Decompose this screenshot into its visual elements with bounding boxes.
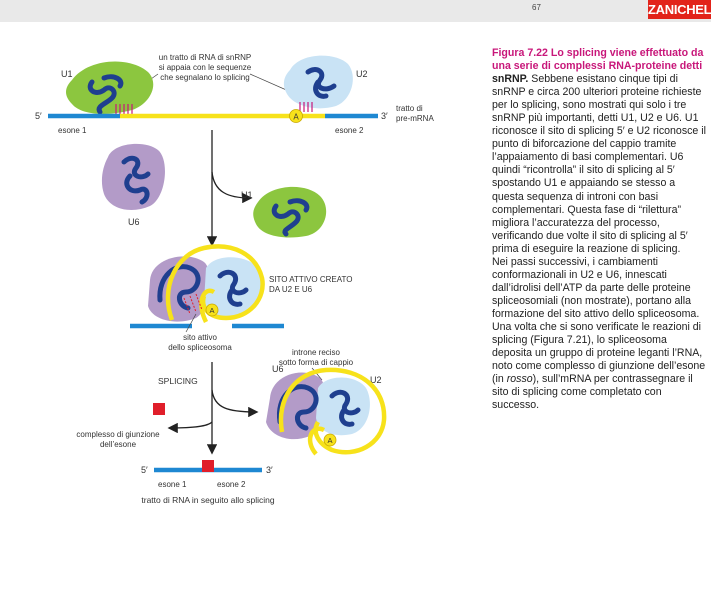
lariat-u6-label: U6 [272,364,284,374]
spliceosome-site-label-line-2: dello spliceosoma [168,343,232,352]
caption-paragraph-3a: Una volta che si sono verificate le reaz… [492,320,706,386]
arrow-ejc [167,421,213,434]
top-bar [0,0,711,22]
u1-base-pairs [115,104,133,114]
page-number: 67 [532,3,541,12]
branch-point-a-label: A [293,113,299,122]
spliced-three-prime: 3′ [266,465,273,475]
spliced-rna-caption: tratto di RNA in seguito allo splicing [141,495,275,505]
u2-base-pairs [299,102,313,112]
u1-rna-strand [87,74,124,115]
step-4-splicing: SPLICING introne reciso sotto forma di c… [76,348,387,505]
active-intron-tail [199,288,216,324]
active-site-label-line-1: SITO ATTIVO CREATO [269,275,352,284]
active-site-label-line-2: DA U2 E U6 [269,285,313,294]
arrow-u1-release [211,171,253,204]
pairing-label-line-1: un tratto di RNA di snRNP [159,53,251,62]
active-site-pairs [183,293,203,315]
lariat-branch-point-a-label: A [327,436,332,445]
branch-point-a [289,109,303,123]
publisher-logo: ZANICHELLI [648,0,711,19]
active-u6-rna-strand [157,264,201,311]
caption-paragraph-1: Sebbene esistano cinque tipi di snRNP e … [492,73,706,255]
exon-2-label: esone 2 [335,126,364,135]
excised-intron-lariat [278,367,387,455]
ejc-on-mrna [202,460,214,472]
splicing-label: SPLICING [158,376,198,386]
spliceosome-site-label-line-1: sito attivo [183,333,217,342]
u6-rna-strand [121,155,151,205]
pre-mrna-label-line-1: tratto di [396,104,423,113]
caption-paragraph-3b: ), sull’mRNA per contrassegnare il sito … [492,373,693,412]
ejc-square [153,403,165,415]
three-prime-label: 3′ [381,111,388,121]
lariat-tail [307,426,326,456]
lariat-u2-rna-strand [329,389,361,427]
spliced-exon-2-label: esone 2 [217,480,246,489]
u1-label: U1 [61,69,73,79]
lariat-u2-label: U2 [370,375,382,385]
released-u1-label: U1 [241,190,253,200]
figure-title: Lo splicing viene effettuato da una seri… [492,47,704,73]
exon-1-label: esone 1 [58,126,87,135]
released-u1-rna-strand [271,198,310,237]
lariat-label-line-2: sotto forma di cappio [279,358,354,367]
lariat-label-line-1: introne reciso [292,348,341,357]
u6-snrnp [101,143,165,210]
pre-mrna-label-line-2: pre-mRNA [396,114,434,123]
step-1-pre-mrna: un tratto di RNA di snRNP si appaia con … [35,53,434,135]
spliced-exon-1-label: esone 1 [158,480,187,489]
arrow-lariat-release [211,389,259,418]
splicing-diagram: un tratto di RNA di snRNP si appaia con … [35,53,434,505]
active-u2-rna-strand [217,269,249,307]
pairing-label-line-3: che segnalano lo splicing [160,73,249,82]
caption-paragraph-3-italic: rosso [506,373,533,386]
spliced-five-prime: 5′ [141,465,148,475]
figure-caption: Figura 7.22 Lo splicing viene effettuato… [492,47,707,412]
active-branch-point-a [205,303,219,317]
u6-label: U6 [128,217,140,227]
step-2-u6-replaces-u1: U6 U1 [101,130,327,247]
five-prime-label: 5′ [35,111,42,121]
u2-rna-strand [305,67,337,99]
caption-paragraph-2: Nei passi successivi, i cambiamenti conf… [492,255,700,320]
spliceosome-site-leader [185,313,197,333]
pairing-label-line-2: si appaia con le sequenze [159,63,252,72]
ejc-label-line-2: dell’esone [100,440,137,449]
active-branch-point-a-label: A [209,306,214,315]
u2-label: U2 [356,69,368,79]
ejc-label-line-1: complesso di giunzione [76,430,160,439]
figure-label: Figura 7.22 [492,47,548,59]
lariat-branch-point-a [323,433,337,447]
active-intron-loop [165,244,265,321]
figure-title-end: snRNP. [492,73,529,86]
step-3-active-site: A SITO ATTIVO CREATO DA U2 E U6 sito att… [130,244,352,352]
